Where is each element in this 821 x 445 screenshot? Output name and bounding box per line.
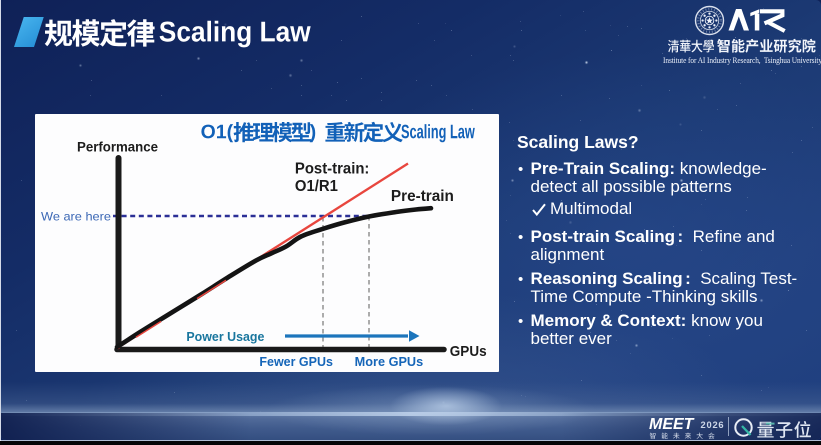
- svg-text:More GPUs: More GPUs: [355, 355, 424, 369]
- svg-text:Post-train:: Post-train:: [295, 161, 370, 178]
- svg-text:Pre-train: Pre-train: [391, 188, 454, 205]
- svg-text:O1/R1: O1/R1: [295, 178, 338, 195]
- svg-text:We are here: We are here: [41, 210, 111, 224]
- svg-text:Performance: Performance: [77, 140, 158, 155]
- svg-text:GPUs: GPUs: [450, 343, 487, 360]
- svg-text:Power Usage: Power Usage: [186, 329, 264, 344]
- svg-text:Fewer GPUs: Fewer GPUs: [259, 355, 333, 369]
